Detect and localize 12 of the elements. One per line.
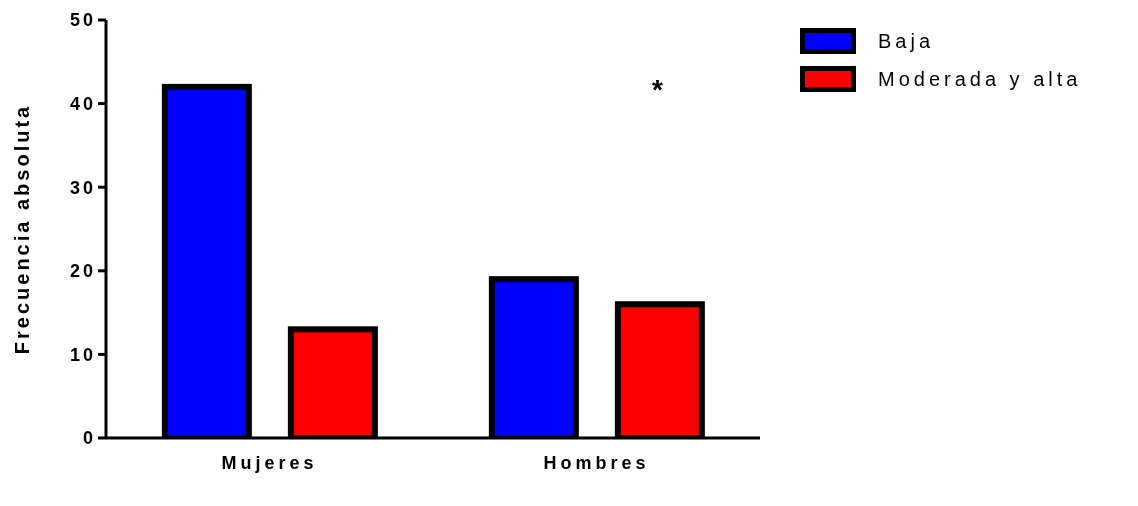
legend-label: Baja <box>878 29 935 53</box>
y-tick-label: 30 <box>69 177 96 198</box>
y-tick-label: 50 <box>69 10 96 31</box>
y-tick-label: 0 <box>82 428 96 449</box>
annotation: * <box>652 74 663 106</box>
y-tick-label: 20 <box>69 261 96 282</box>
y-axis-title: Frecuencia absoluta <box>11 103 34 355</box>
x-tick-label: Mujeres <box>221 452 318 473</box>
y-tick-label: 10 <box>69 344 96 365</box>
legend-label: Moderada y alta <box>878 67 1082 91</box>
y-tick-label: 40 <box>69 93 96 114</box>
x-tick-label: Hombres <box>543 452 650 473</box>
